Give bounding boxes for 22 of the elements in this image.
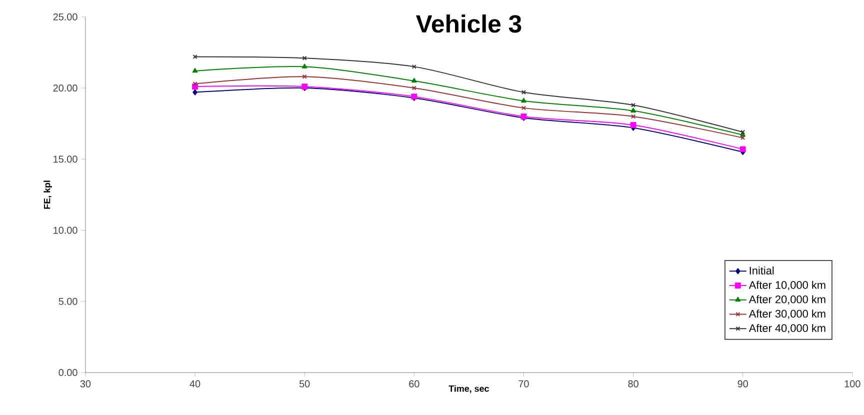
y-tick-label: 20.00 [53, 84, 78, 92]
x-tick-label: 30 [80, 380, 91, 388]
y-tick-label: 5.00 [58, 298, 78, 305]
x-tick-label: 60 [409, 380, 420, 388]
x-tick-label: 70 [518, 380, 529, 388]
x-tick-label: 40 [190, 380, 200, 388]
legend-label: Initial [750, 266, 774, 274]
legend-label: After 30,000 km [748, 309, 826, 319]
y-tick-label: 25.00 [53, 13, 78, 20]
x-axis-title: Time, sec [448, 385, 489, 393]
x-tick-label: 100 [844, 380, 860, 388]
y-tick-label: 0.00 [58, 368, 78, 376]
x-tick-label: 80 [628, 380, 638, 388]
y-tick-label: 10.00 [54, 226, 78, 234]
legend-label: After 20,000 km [748, 295, 826, 304]
x-tick-label: 90 [738, 380, 748, 388]
chart-title: Vehicle 3 [416, 14, 522, 33]
y-axis-title: FE, kpl [44, 180, 52, 209]
legend-label: After 40,000 km [748, 324, 826, 334]
x-tick-label: 50 [299, 380, 310, 388]
legend-label: After 10,000 km [748, 280, 826, 290]
y-tick-label: 15.00 [54, 156, 78, 163]
